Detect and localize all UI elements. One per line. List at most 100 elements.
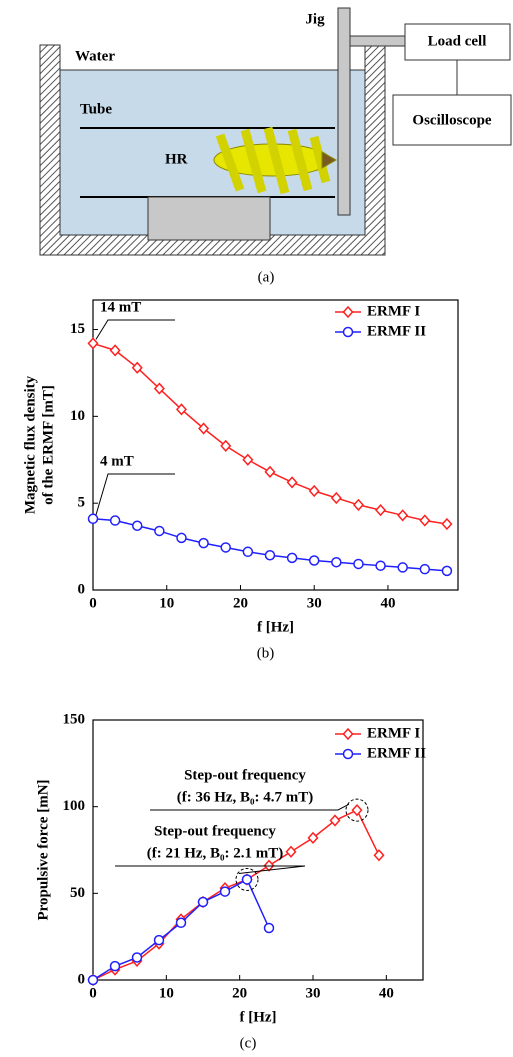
marker: [154, 525, 165, 537]
helical-robot: [213, 126, 338, 195]
leader: [95, 319, 175, 340]
y-tick-label: 0: [78, 581, 86, 597]
x-tick-label: 40: [379, 985, 394, 1001]
x-tick-label: 10: [159, 595, 174, 611]
plot-frame: [92, 719, 424, 981]
y-tick-label: 10: [70, 408, 85, 424]
x-axis-label: f [Hz]: [239, 1009, 276, 1025]
marker: [131, 361, 143, 374]
annotation: (f: 21 Hz, B₀: 2.1 mT): [147, 845, 284, 861]
marker: [397, 562, 408, 573]
marker: [198, 537, 209, 549]
x-tick-label: 0: [89, 595, 97, 611]
leader: [115, 865, 306, 874]
x-tick-label: 20: [233, 595, 248, 611]
marker: [220, 439, 232, 452]
annotation: 4 mT: [100, 453, 134, 469]
marker: [285, 845, 297, 858]
x-axis-label: f [Hz]: [257, 619, 294, 635]
jig: [337, 7, 351, 216]
marker: [419, 514, 431, 527]
marker: [330, 491, 342, 505]
marker: [87, 513, 99, 525]
support-block: [147, 196, 271, 241]
marker: [397, 509, 409, 522]
marker: [441, 517, 453, 531]
marker: [375, 560, 386, 571]
marker: [352, 498, 364, 512]
setup-diagram: Water Tube HR Jig Load cell Oscilloscope…: [39, 7, 512, 285]
label: Tube: [80, 101, 112, 117]
y-tick-label: 50: [70, 885, 85, 901]
legend-label: ERMF I: [367, 725, 420, 741]
highlight: [235, 867, 259, 891]
y-tick-label: 150: [63, 711, 86, 727]
x-tick-label: 0: [89, 985, 97, 1001]
annotation: Step-out frequency: [154, 823, 276, 839]
caption: (c): [240, 1035, 257, 1051]
x-tick-label: 40: [380, 595, 395, 611]
marker: [331, 556, 342, 568]
series-line: [92, 518, 447, 572]
y-axis-label: Propulsive force [mN]: [35, 779, 51, 920]
marker: [175, 917, 187, 929]
marker: [241, 874, 253, 885]
marker: [242, 453, 254, 466]
label: Jig: [305, 11, 325, 27]
y-axis-label: of the ERMF [mT]: [40, 385, 56, 505]
marker: [375, 503, 387, 517]
legend-marker: [342, 748, 354, 760]
marker: [286, 476, 298, 489]
label: Water: [75, 48, 115, 64]
marker: [308, 555, 320, 566]
marker: [197, 896, 209, 908]
marker: [308, 484, 320, 498]
marker: [307, 831, 319, 844]
marker: [175, 403, 187, 416]
marker: [109, 515, 121, 526]
plot-frame: [92, 299, 459, 591]
leader: [150, 803, 350, 811]
legend-label: ERMF II: [367, 323, 426, 339]
marker: [131, 520, 143, 531]
marker: [264, 465, 276, 479]
marker: [220, 542, 231, 553]
y-tick-label: 100: [63, 798, 86, 814]
annotation: Step-out frequency: [184, 767, 306, 783]
annotation: 14 mT: [100, 299, 141, 315]
marker: [264, 550, 276, 561]
marker: [353, 558, 364, 570]
caption: (a): [258, 269, 275, 285]
x-tick-label: 10: [159, 985, 174, 1001]
legend-label: ERMF II: [367, 745, 426, 761]
label: Oscilloscope: [412, 112, 492, 128]
marker: [109, 344, 121, 357]
marker: [329, 814, 341, 827]
y-tick-label: 5: [78, 495, 86, 511]
caption: (b): [257, 645, 275, 661]
series-line: [92, 342, 448, 525]
y-tick-label: 15: [70, 321, 85, 337]
marker: [441, 565, 453, 577]
legend-label: ERMF I: [367, 303, 420, 319]
x-tick-label: 20: [232, 985, 247, 1001]
marker: [219, 886, 231, 897]
marker: [87, 337, 99, 350]
marker: [286, 552, 298, 564]
oscilloscope-box: [392, 94, 512, 146]
legend-marker: [342, 326, 354, 338]
legend-marker: [342, 727, 354, 741]
marker: [351, 804, 363, 817]
y-tick-label: 0: [78, 971, 86, 987]
x-tick-label: 30: [306, 985, 321, 1001]
marker: [373, 849, 385, 862]
highlight: [345, 798, 369, 822]
annotation: (f: 36 Hz, B₀: 4.7 mT): [177, 789, 314, 805]
load-cell-box: [404, 23, 511, 61]
label: Load cell: [428, 33, 487, 49]
marker: [153, 382, 165, 395]
marker: [131, 952, 143, 963]
y-axis-label: Magnetic flux density: [22, 375, 38, 514]
marker: [153, 934, 165, 946]
